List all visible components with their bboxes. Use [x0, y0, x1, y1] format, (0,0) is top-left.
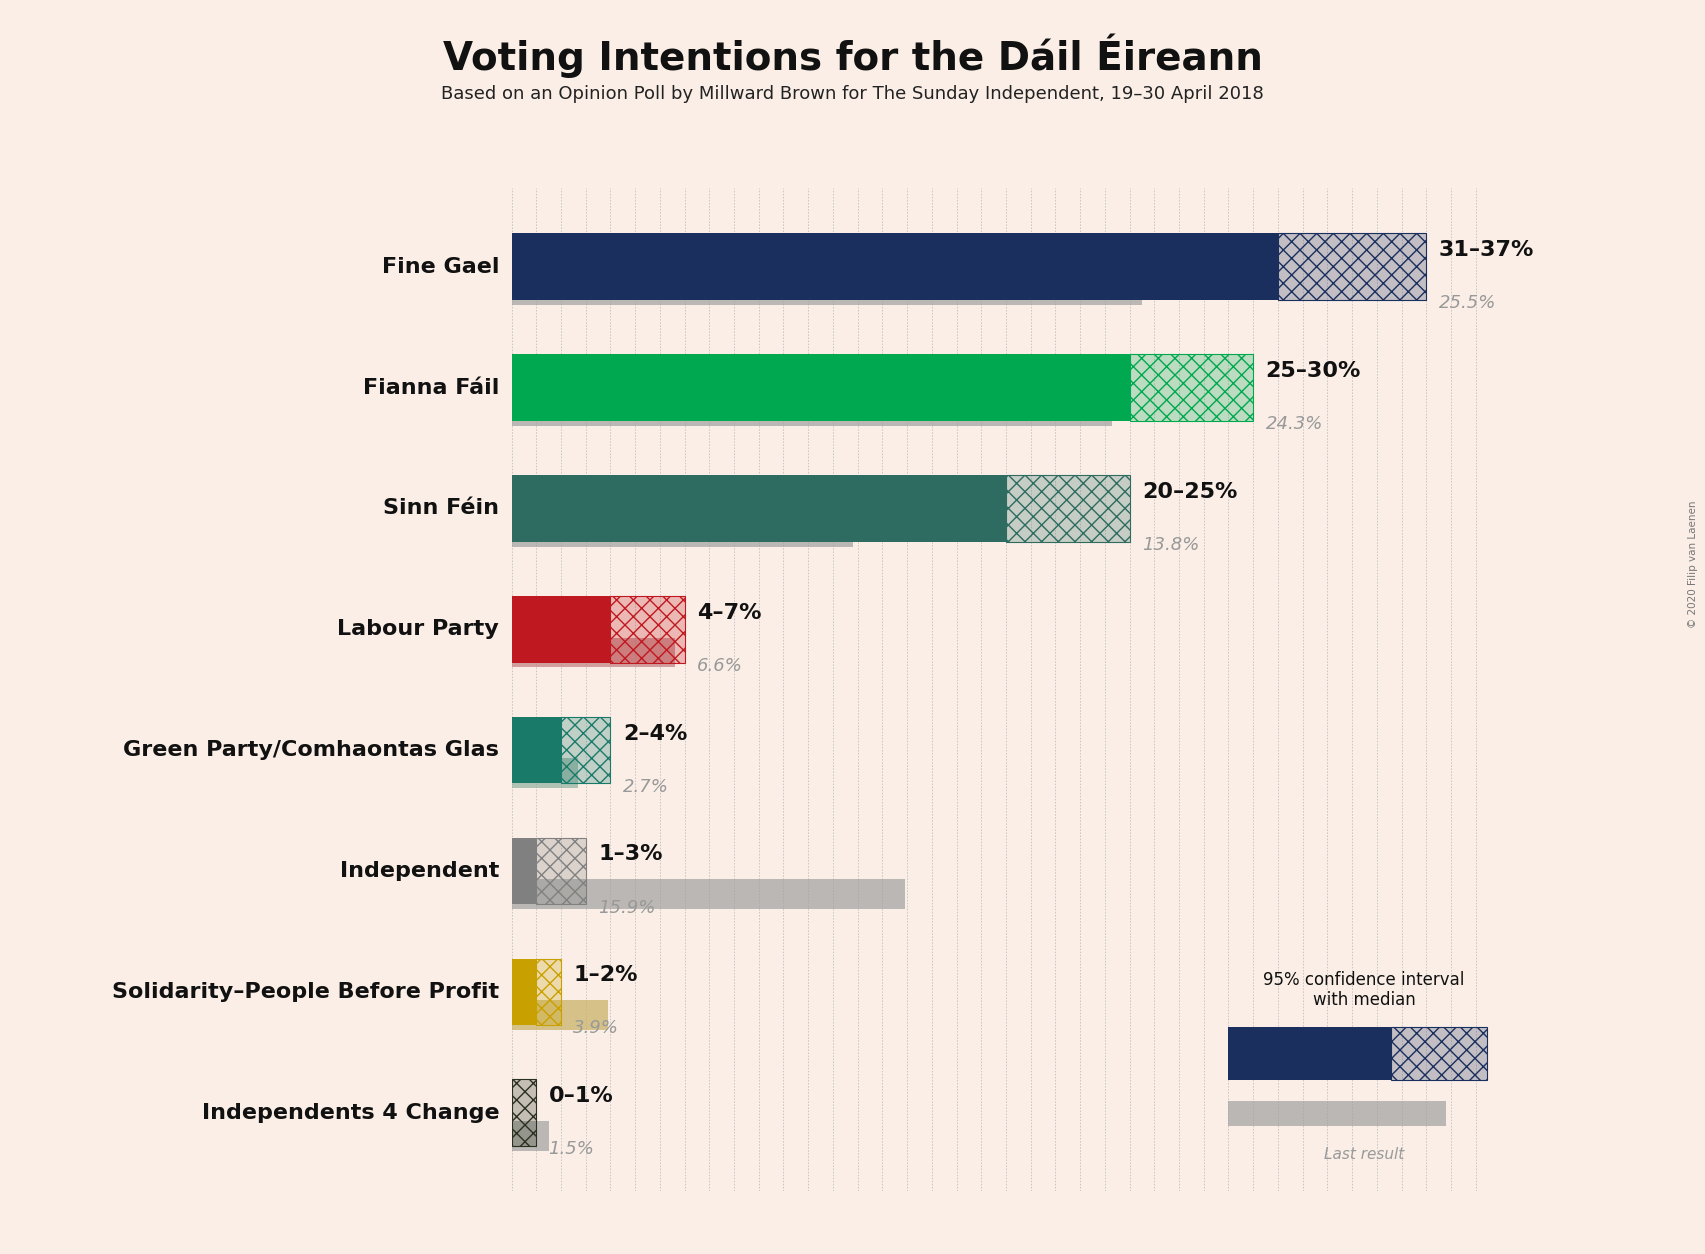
- Bar: [512, 517, 852, 547]
- Text: 1.5%: 1.5%: [549, 1140, 595, 1159]
- Bar: [1279, 233, 1425, 300]
- Text: 25.5%: 25.5%: [1439, 295, 1495, 312]
- Text: 2–4%: 2–4%: [622, 724, 687, 744]
- Text: 95% confidence interval
with median: 95% confidence interval with median: [1263, 971, 1465, 1009]
- Bar: [1006, 475, 1129, 542]
- Text: 31–37%: 31–37%: [1439, 240, 1534, 260]
- Bar: [512, 838, 535, 904]
- Text: Based on an Opinion Poll by Millward Brown for The Sunday Independent, 19–30 Apr: Based on an Opinion Poll by Millward Bro…: [442, 85, 1263, 103]
- Text: Labour Party: Labour Party: [338, 619, 500, 640]
- Bar: [512, 637, 675, 667]
- Bar: [512, 879, 905, 909]
- Bar: [1391, 1027, 1487, 1080]
- Bar: [610, 596, 685, 662]
- Bar: [512, 596, 610, 662]
- Text: 25–30%: 25–30%: [1265, 361, 1361, 381]
- Text: Solidarity–People Before Profit: Solidarity–People Before Profit: [113, 982, 500, 1002]
- Text: 1–2%: 1–2%: [573, 966, 638, 986]
- Bar: [1129, 355, 1253, 421]
- Bar: [512, 717, 561, 784]
- Text: 4–7%: 4–7%: [697, 603, 762, 623]
- Text: Last result: Last result: [1323, 1147, 1405, 1162]
- Bar: [512, 1080, 535, 1146]
- Text: Independents 4 Change: Independents 4 Change: [201, 1102, 500, 1122]
- Bar: [512, 396, 1112, 426]
- Text: Voting Intentions for the Dáil Éireann: Voting Intentions for the Dáil Éireann: [443, 34, 1262, 78]
- Bar: [1006, 475, 1129, 542]
- Bar: [512, 759, 578, 789]
- Bar: [561, 717, 610, 784]
- Text: 20–25%: 20–25%: [1142, 482, 1238, 502]
- Text: © 2020 Filip van Laenen: © 2020 Filip van Laenen: [1688, 500, 1698, 628]
- Text: Green Party/Comhaontas Glas: Green Party/Comhaontas Glas: [123, 740, 500, 760]
- Bar: [512, 1121, 549, 1151]
- Bar: [1129, 355, 1253, 421]
- Bar: [512, 355, 1129, 421]
- Bar: [535, 958, 561, 1025]
- Text: 6.6%: 6.6%: [697, 657, 743, 675]
- Bar: [512, 1001, 609, 1030]
- Bar: [512, 275, 1142, 305]
- Text: 1–3%: 1–3%: [598, 844, 663, 864]
- Text: 24.3%: 24.3%: [1265, 415, 1323, 433]
- Bar: [512, 958, 535, 1025]
- Text: Sinn Féin: Sinn Féin: [384, 498, 500, 518]
- Text: Fine Gael: Fine Gael: [382, 257, 500, 277]
- Bar: [512, 1080, 535, 1146]
- Text: 2.7%: 2.7%: [622, 777, 668, 796]
- Bar: [535, 838, 587, 904]
- Text: 15.9%: 15.9%: [598, 899, 655, 917]
- Bar: [1228, 1101, 1446, 1126]
- Bar: [535, 838, 587, 904]
- Bar: [561, 717, 610, 784]
- Text: 3.9%: 3.9%: [573, 1020, 619, 1037]
- Bar: [1228, 1027, 1391, 1080]
- Text: Fianna Fáil: Fianna Fáil: [363, 377, 500, 398]
- Bar: [512, 475, 1006, 542]
- Text: 0–1%: 0–1%: [549, 1086, 614, 1106]
- Bar: [512, 233, 1279, 300]
- Bar: [1391, 1027, 1487, 1080]
- Bar: [1279, 233, 1425, 300]
- Bar: [610, 596, 685, 662]
- Text: 13.8%: 13.8%: [1142, 535, 1199, 554]
- Bar: [535, 958, 561, 1025]
- Text: Independent: Independent: [339, 861, 500, 882]
